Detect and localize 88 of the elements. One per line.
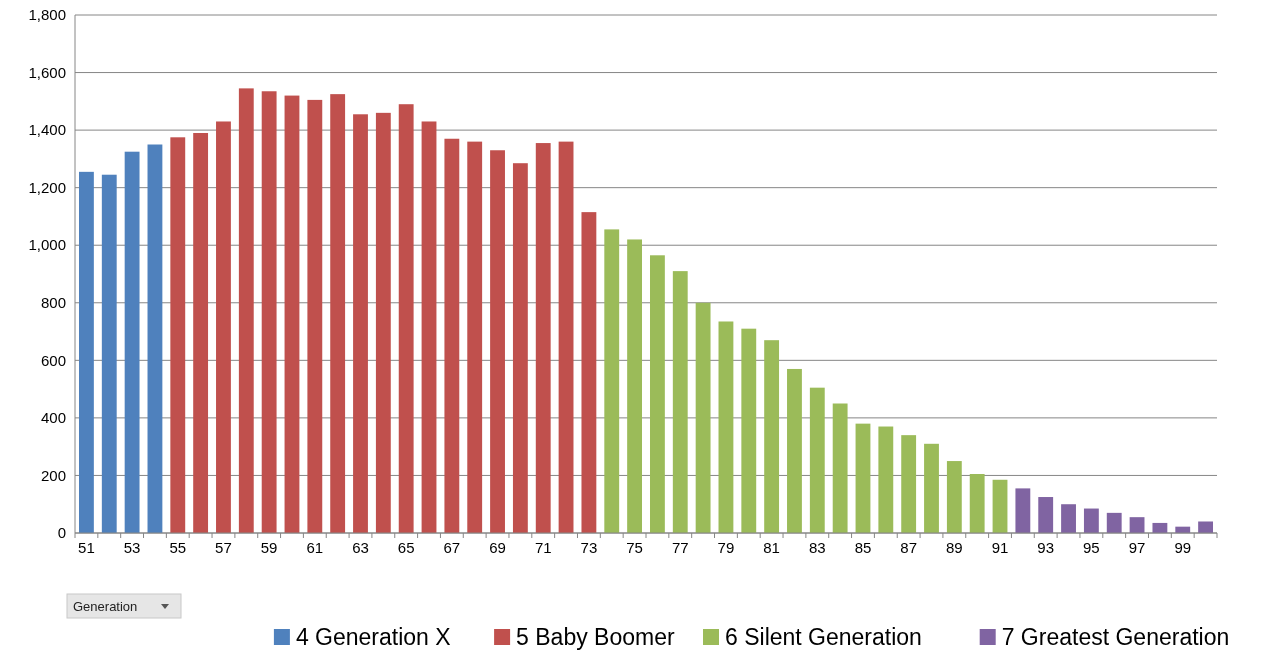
x-tick-label: 51	[78, 539, 95, 556]
bar	[147, 144, 163, 533]
bar	[1106, 512, 1122, 533]
x-tick-label: 59	[260, 539, 278, 556]
bar	[718, 321, 734, 533]
x-tick-label: 69	[489, 539, 506, 556]
bar	[1015, 488, 1031, 533]
y-tick-label: 1,600	[28, 63, 66, 81]
x-tick-label: 95	[1083, 539, 1100, 556]
y-tick-label: 600	[40, 351, 66, 369]
bar	[627, 239, 642, 533]
field-button: Generation	[66, 593, 182, 619]
bar	[672, 271, 688, 533]
x-tick-label: 65	[397, 539, 415, 556]
bar	[1061, 504, 1076, 533]
x-tick-label: 73	[580, 539, 598, 556]
bar	[787, 368, 802, 533]
bar	[969, 474, 985, 533]
bar	[261, 91, 277, 533]
bar	[398, 104, 414, 533]
bar	[307, 99, 323, 533]
y-tick-label: 200	[40, 466, 66, 484]
bar	[832, 403, 848, 533]
bar	[216, 121, 231, 533]
y-tick-label: 1,000	[28, 236, 66, 254]
x-tick-label: 93	[1037, 539, 1055, 556]
bar	[558, 141, 574, 533]
bar	[809, 387, 825, 533]
bar	[467, 141, 483, 533]
bar	[878, 426, 894, 533]
x-tick-label: 53	[123, 539, 141, 556]
x-tick-label: 79	[717, 539, 735, 556]
bar	[238, 88, 254, 533]
legend-label: 6 Silent Generation	[725, 624, 922, 650]
bar	[604, 229, 620, 533]
y-tick-label: 400	[40, 409, 66, 427]
bar	[764, 340, 780, 533]
y-tick-label: 1,200	[28, 178, 66, 196]
x-tick-label: 83	[808, 539, 826, 556]
bar	[375, 112, 391, 533]
bar	[901, 435, 917, 533]
bar	[741, 328, 757, 533]
legend-label: 5 Baby Boomer	[516, 624, 675, 650]
bar	[855, 423, 871, 533]
x-tick-label: 55	[169, 539, 187, 556]
x-tick-label: 61	[306, 539, 324, 556]
bar	[353, 114, 368, 533]
x-tick-label: 85	[854, 539, 872, 556]
x-tick-label: 97	[1128, 539, 1146, 556]
x-tick-label: 87	[900, 539, 917, 556]
x-tick-label: 77	[671, 539, 689, 556]
x-tick-label: 57	[215, 539, 232, 556]
bar	[79, 171, 94, 533]
bar	[695, 302, 711, 533]
bar	[1083, 508, 1099, 533]
x-tick-label: 75	[626, 539, 643, 556]
x-tick-label: 99	[1174, 539, 1192, 556]
bar	[193, 132, 209, 533]
bar	[512, 163, 528, 533]
bar	[101, 174, 117, 533]
bar	[124, 151, 140, 533]
x-tick-label: 89	[946, 539, 963, 556]
bar	[650, 255, 665, 533]
y-tick-label: 0	[57, 524, 66, 542]
x-tick-label: 67	[443, 539, 461, 556]
legend-label: 4 Generation X	[295, 624, 451, 650]
x-tick-label: 71	[534, 539, 552, 556]
x-tick-label: 81	[763, 539, 780, 556]
y-tick-label: 1,400	[28, 121, 66, 139]
bar	[490, 150, 505, 533]
y-tick-label: 800	[40, 294, 66, 312]
legend-label: 7 Greatest Generation	[1001, 624, 1230, 650]
bar	[330, 94, 346, 533]
bar	[1152, 522, 1168, 533]
bar	[581, 212, 597, 533]
bar	[535, 143, 551, 533]
bar	[444, 138, 460, 533]
bar	[284, 95, 300, 533]
bar	[1038, 497, 1054, 533]
bar	[1198, 521, 1214, 533]
y-tick-label: 1,800	[28, 6, 66, 24]
bar	[170, 137, 186, 533]
bar	[946, 461, 962, 533]
bar	[421, 121, 437, 533]
x-tick-label: 91	[991, 539, 1009, 556]
bar	[924, 443, 939, 533]
x-tick-label: 63	[352, 539, 369, 556]
bar	[992, 479, 1008, 533]
